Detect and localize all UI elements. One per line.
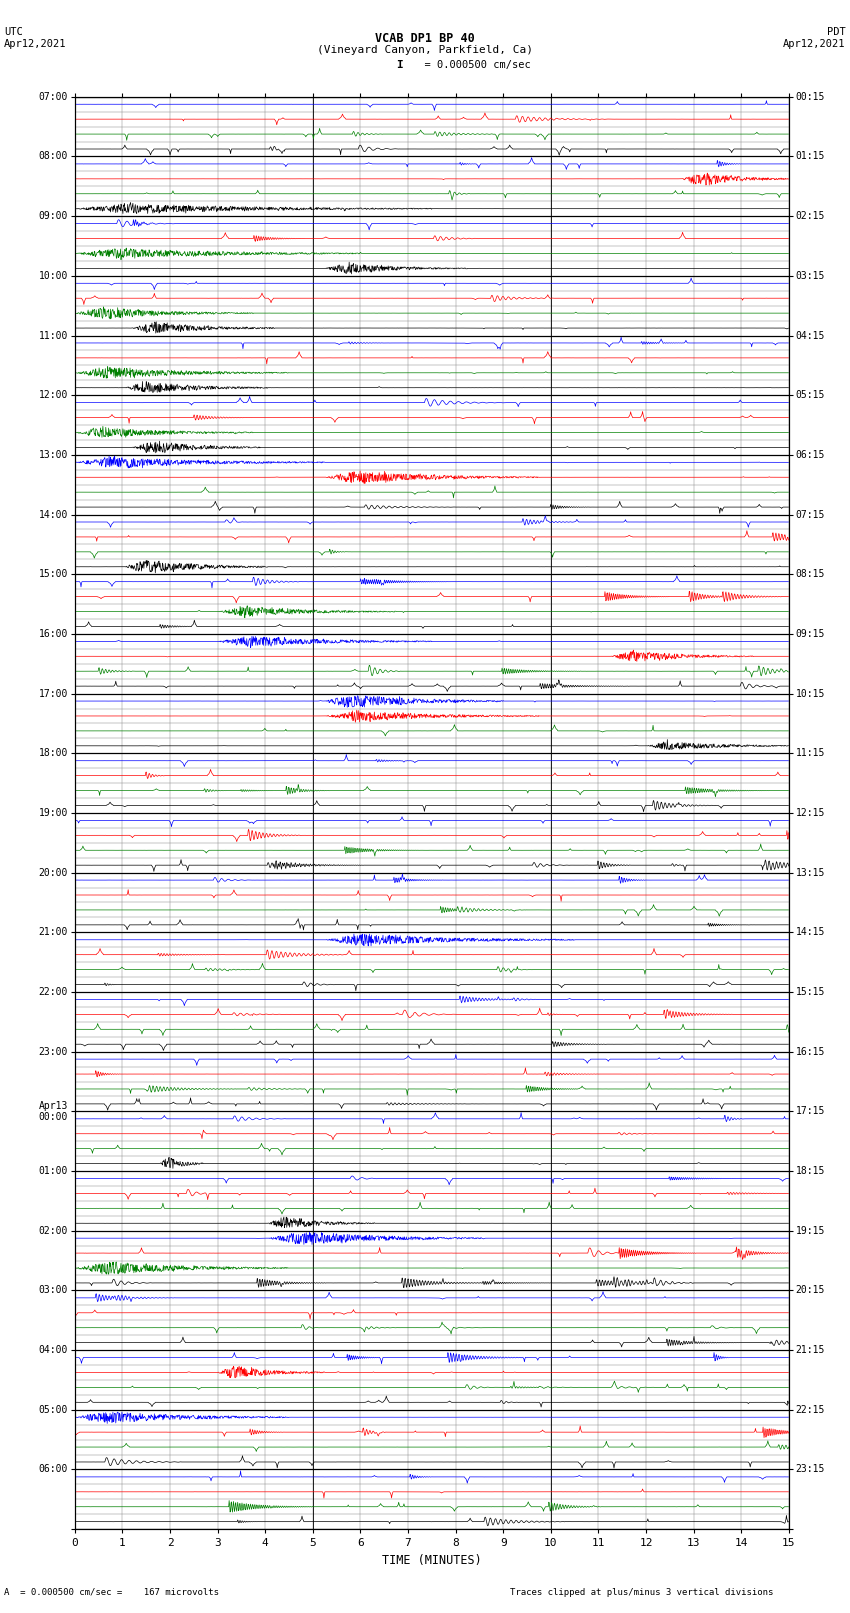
Text: A  = 0.000500 cm/sec =    167 microvolts: A = 0.000500 cm/sec = 167 microvolts bbox=[4, 1587, 219, 1597]
Text: UTC
Apr12,2021: UTC Apr12,2021 bbox=[4, 27, 67, 48]
Text: I: I bbox=[396, 60, 403, 69]
Text: Traces clipped at plus/minus 3 vertical divisions: Traces clipped at plus/minus 3 vertical … bbox=[510, 1587, 774, 1597]
Text: = 0.000500 cm/sec: = 0.000500 cm/sec bbox=[412, 60, 531, 69]
X-axis label: TIME (MINUTES): TIME (MINUTES) bbox=[382, 1553, 482, 1566]
Text: PDT
Apr12,2021: PDT Apr12,2021 bbox=[783, 27, 846, 48]
Text: VCAB DP1 BP 40: VCAB DP1 BP 40 bbox=[375, 32, 475, 45]
Text: (Vineyard Canyon, Parkfield, Ca): (Vineyard Canyon, Parkfield, Ca) bbox=[317, 45, 533, 55]
